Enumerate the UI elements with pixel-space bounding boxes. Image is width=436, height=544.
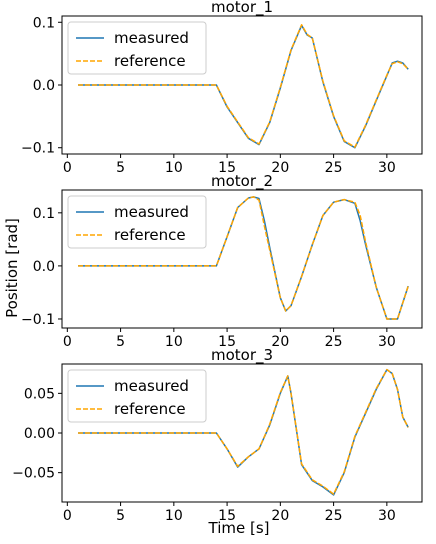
plot-frame: [61, 189, 423, 329]
x-tick-label: 0: [63, 160, 72, 176]
series-line-reference: [78, 368, 409, 495]
chart-title: motor_2: [211, 172, 273, 191]
panels: motor_1 0 5 10 15 20 25 30 −0.1 0.0 0.1 measured ref…: [12, 0, 423, 524]
legend-label-measured: measured: [114, 377, 189, 395]
x-tick-label: 30: [378, 508, 396, 524]
x-tick-label: 30: [378, 160, 396, 176]
x-tick-label: 0: [63, 334, 72, 350]
x-tick-label: 15: [218, 160, 236, 176]
x-tick-label: 5: [116, 160, 125, 176]
legend-box: [67, 369, 207, 423]
y-axis-label: Position [rad]: [3, 218, 21, 318]
y-tick-label: 0.05: [24, 386, 55, 402]
chart-panel-1: motor_1 0 5 10 15 20 25 30 −0.1 0.0 0.1 measured ref…: [21, 0, 423, 176]
x-tick-label: 20: [271, 508, 289, 524]
x-tick-label: 10: [165, 508, 183, 524]
x-axis-label: Time [s]: [208, 519, 270, 537]
series-line-reference: [78, 24, 409, 148]
x-tick-label: 15: [218, 334, 236, 350]
chart-title: motor_1: [211, 0, 273, 17]
x-tick-label: 25: [325, 160, 343, 176]
x-tick-label: 5: [116, 334, 125, 350]
x-tick-label: 0: [63, 508, 72, 524]
y-tick-label: 0.00: [24, 426, 55, 442]
chart-panel-2: motor_2 0 5 10 15 20 25 30 −0.1 0.0 0.1 measured ref…: [21, 172, 423, 350]
y-tick-label: −0.1: [21, 312, 55, 328]
x-tick-label: 25: [325, 508, 343, 524]
x-tick-label: 20: [271, 160, 289, 176]
x-tick-label: 10: [165, 160, 183, 176]
y-tick-label: 0.1: [33, 206, 55, 222]
legend-label-reference: reference: [114, 52, 186, 70]
legend-box: [67, 195, 207, 249]
x-tick-label: 5: [116, 508, 125, 524]
y-tick-label: 0.1: [33, 15, 55, 31]
x-tick-label: 30: [378, 334, 396, 350]
series-line-measured: [78, 24, 409, 149]
series-line-reference: [78, 196, 409, 320]
legend-label-reference: reference: [114, 400, 186, 418]
legend-label-measured: measured: [114, 29, 189, 47]
y-tick-label: 0.0: [33, 78, 55, 94]
legend-box: [67, 21, 207, 75]
chart-title: motor_3: [211, 346, 273, 365]
x-tick-label: 25: [325, 334, 343, 350]
y-tick-label: −0.05: [12, 466, 55, 482]
x-tick-label: 15: [218, 508, 236, 524]
y-tick-label: −0.1: [21, 141, 55, 157]
x-tick-label: 10: [165, 334, 183, 350]
x-tick-label: 20: [271, 334, 289, 350]
legend-label-reference: reference: [114, 226, 186, 244]
legend-label-measured: measured: [114, 203, 189, 221]
y-tick-label: 0.0: [33, 259, 55, 275]
chart-panel-3: motor_3 0 5 10 15 20 25 30 −0.05 0.00 0.05 measured…: [12, 346, 423, 524]
